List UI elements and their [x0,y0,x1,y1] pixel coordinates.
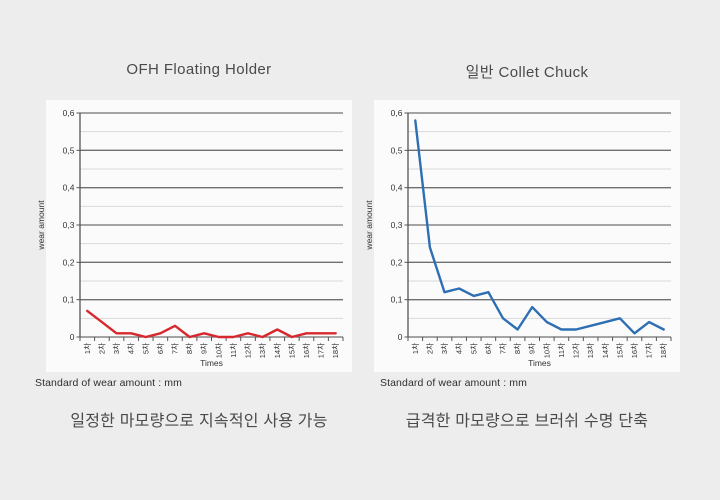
x-tick-label: 10차 [214,343,223,358]
series-line [86,309,337,339]
x-tick-label: 16차 [630,343,639,358]
y-tick-label: 0,3 [391,220,403,230]
x-tick-label: 18차 [659,343,668,358]
x-tick-label: 7차 [498,343,507,354]
x-tick-label: 2차 [97,343,106,354]
x-tick-label: 6차 [156,343,165,354]
y-tick-label: 0,6 [63,108,75,118]
x-tick-label: 2차 [425,343,434,354]
y-tick-label: 0,5 [63,145,75,155]
caption-right: 급격한 마모량으로 브러쉬 수명 단축 [405,413,649,430]
x-tick-label: 1차 [83,343,92,354]
x-axis-title: Times [200,358,223,368]
x-tick-label: 9차 [200,343,209,354]
x-tick-label: 4차 [127,343,136,354]
chart-panel-left: 0 0,1 0,2 0,3 0,4 0,5 0,6 1차 2차 3차 4차 5차 6차 7차 8차 9차 10차… [36,100,352,372]
x-tick-label: 5차 [141,343,150,354]
y-tick-label: 0,1 [63,295,75,305]
x-tick-label: 3차 [440,343,449,354]
x-tick-label: 11차 [557,343,566,358]
x-tick-label: 16차 [302,343,311,358]
x-tick-label: 15차 [287,343,296,358]
caption-left: 일정한 마모량으로 지속적인 사용 가능 [70,413,328,430]
x-tick-label: 9차 [528,343,537,354]
x-axis-title: Times [528,358,551,368]
x-tick-label: 3차 [112,343,121,354]
x-tick-label: 6차 [484,343,493,354]
y-tick-label: 0,1 [391,295,403,305]
footnote-right: Standard of wear amount : mm [380,377,527,389]
x-tick-label: 17차 [317,343,326,358]
x-tick-label: 14차 [273,343,282,358]
y-tick-label: 0 [70,332,75,342]
wear-line-chart-right: 0 0,1 0,2 0,3 0,4 0,5 0,6 1차 2차 3차 4차 5차 6차 7차 8차 9차 10차… [364,108,672,368]
x-tick-label: 14차 [601,343,610,358]
x-tick-label: 8차 [185,343,194,354]
y-tick-label: 0 [398,332,403,342]
y-axis-title: wear amount [364,200,374,251]
x-tick-label: 4차 [455,343,464,354]
y-tick-label: 0,6 [391,108,403,118]
y-tick-label: 0,2 [63,257,75,267]
x-tick-label: 18차 [331,343,340,358]
y-tick-label: 0,3 [63,220,75,230]
footnote-left: Standard of wear amount : mm [35,377,182,389]
y-tick-label: 0,4 [391,183,403,193]
y-tick-label: 0,2 [391,257,403,267]
x-tick-label: 7차 [170,343,179,354]
x-tick-label: 15차 [615,343,624,358]
chart-panel-right: 0 0,1 0,2 0,3 0,4 0,5 0,6 1차 2차 3차 4차 5차 6차 7차 8차 9차 10차… [364,100,680,372]
x-tick-label: 5차 [469,343,478,354]
chart-title-right: 일반 Collet Chuck [465,64,589,81]
series-line [414,119,665,335]
chart-title-left: OFH Floating Holder [126,61,272,78]
x-tick-label: 12차 [572,343,581,358]
wear-line-chart-left: 0 0,1 0,2 0,3 0,4 0,5 0,6 1차 2차 3차 4차 5차 6차 7차 8차 9차 10차… [36,108,344,368]
x-tick-label: 1차 [411,343,420,354]
x-tick-label: 12차 [244,343,253,358]
x-tick-label: 13차 [586,343,595,358]
x-tick-label: 17차 [645,343,654,358]
x-tick-label: 13차 [258,343,267,358]
y-axis-title: wear amount [36,200,46,251]
x-tick-label: 8차 [513,343,522,354]
y-tick-label: 0,5 [391,145,403,155]
x-tick-label: 11차 [229,343,238,358]
y-tick-label: 0,4 [63,183,75,193]
x-tick-label: 10차 [542,343,551,358]
